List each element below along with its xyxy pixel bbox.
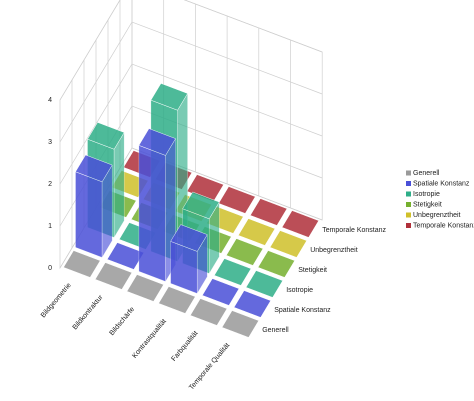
legend-label: Spatiale Konstanz [413, 180, 470, 187]
bar-top [75, 154, 113, 183]
bar [201, 278, 240, 306]
bar [245, 270, 284, 298]
bar-top [237, 218, 276, 246]
legend-swatch [406, 181, 411, 186]
z-tick-label: 2 [48, 181, 52, 188]
depth-tick-label: Temporale Konstanz [322, 227, 386, 234]
bar-top [269, 230, 308, 258]
bar [63, 250, 101, 278]
bar-top [233, 290, 272, 318]
depth-tick-label: Stetigkeit [298, 267, 327, 274]
bar-top [249, 198, 288, 226]
bar-top [213, 258, 252, 286]
x-tick-label: Bildgeometrie [40, 282, 73, 319]
bar-top [221, 310, 260, 338]
bar [138, 128, 176, 282]
x-tick-label: Bildschärfe [109, 306, 137, 337]
bar-top [225, 238, 264, 266]
grid-line [59, 21, 323, 143]
bar-top [138, 128, 176, 156]
bar-top [281, 210, 320, 238]
bar-top [170, 224, 208, 252]
bar [233, 290, 272, 318]
legend-swatch [406, 223, 411, 228]
bars [63, 83, 320, 338]
bar [126, 274, 164, 302]
bar [213, 258, 252, 286]
bar [249, 198, 288, 226]
bar-top [182, 191, 220, 220]
bar [225, 238, 264, 266]
bar [218, 186, 256, 214]
legend-label: Generell [413, 170, 440, 177]
z-tick-label: 4 [48, 97, 52, 104]
legend-label: Temporale Konstanz [413, 222, 474, 229]
bar-top [218, 186, 256, 214]
depth-tick-label: Isotropie [286, 287, 313, 294]
legend-label: Unbegrenztheit [413, 212, 461, 219]
bar [94, 262, 133, 290]
bar-top [94, 262, 133, 290]
depth-tick-label: Generell [262, 327, 289, 334]
x-tick-label: Bildkontraktur [72, 293, 105, 331]
legend-swatch [406, 170, 411, 176]
bar-top [201, 278, 240, 306]
legend-label: Isotropie [413, 191, 440, 198]
bar [189, 298, 228, 326]
bar-top [87, 122, 125, 150]
bar [281, 210, 320, 238]
legend-swatch [406, 212, 411, 218]
bar-side [113, 131, 125, 238]
legend: Generell Spatiale Konstanz Isotropie Stetig… [406, 170, 474, 229]
z-tick-label: 3 [48, 139, 52, 146]
x-tick-label: Kontrastqualität [131, 318, 168, 360]
bar [170, 224, 208, 294]
grid-line [59, 63, 323, 185]
depth-tick-label: Unbegrenztheit [310, 247, 358, 254]
z-tick-label: 0 [48, 265, 52, 272]
bar-top [158, 286, 196, 314]
x-tick-label: Farbqualität [170, 330, 199, 363]
z-tick-label: 1 [48, 223, 52, 230]
bar [221, 310, 260, 338]
legend-swatch [406, 202, 411, 207]
bar [269, 230, 308, 258]
bar [158, 286, 196, 314]
bar-top [150, 83, 188, 111]
bar-front [138, 145, 166, 282]
depth-tick-label: Spatiale Konstanz [274, 307, 331, 314]
bar [75, 154, 113, 258]
legend-label: Stetigkeit [413, 201, 442, 208]
bar-top [245, 270, 284, 298]
bar-top [63, 250, 101, 278]
bar-top [126, 274, 164, 302]
bar-top [189, 298, 228, 326]
legend-swatch [406, 191, 411, 197]
x-tick-label: Temporale Qualität [188, 342, 231, 392]
bar [257, 250, 296, 278]
bar-top [257, 250, 296, 278]
bar-front [75, 171, 103, 258]
grid-line [59, 0, 323, 101]
bar [237, 218, 276, 246]
